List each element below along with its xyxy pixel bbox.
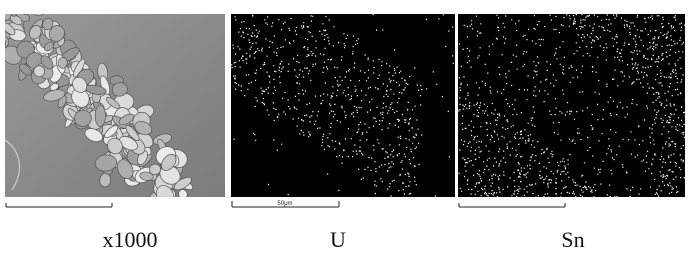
grain <box>9 14 23 26</box>
grain <box>111 82 128 97</box>
scale-bar <box>458 203 566 208</box>
grain <box>116 159 134 179</box>
grain <box>22 0 38 11</box>
grain <box>161 153 177 171</box>
grain <box>74 109 92 127</box>
grain <box>33 14 48 16</box>
grain <box>43 89 66 102</box>
grain <box>134 121 152 136</box>
grain <box>33 65 46 78</box>
grain <box>0 21 1 41</box>
grain <box>0 0 4 11</box>
grain <box>28 25 42 40</box>
panel-label: U <box>330 227 346 252</box>
grain <box>173 176 192 191</box>
u-map <box>231 14 455 197</box>
grain <box>44 41 55 52</box>
grain <box>5 34 6 55</box>
scale-text: 50μm <box>277 201 292 207</box>
grain <box>104 125 119 139</box>
grain <box>175 200 190 213</box>
panel-label: x1000 <box>103 227 158 252</box>
grain <box>0 20 4 32</box>
signal-dots <box>458 14 685 197</box>
grain <box>0 0 2 13</box>
grain <box>94 154 118 172</box>
map-background <box>231 14 455 197</box>
panel-label: Sn <box>561 227 584 252</box>
sn-map <box>458 14 685 197</box>
grain <box>99 75 111 95</box>
grain <box>40 55 54 70</box>
grain <box>5 14 14 21</box>
map-background <box>458 14 685 197</box>
grain <box>9 14 20 17</box>
grain <box>0 0 6 19</box>
grain <box>48 25 65 42</box>
grain <box>73 58 86 78</box>
grain <box>5 22 16 36</box>
grain <box>139 171 154 181</box>
grain <box>57 56 68 69</box>
grain <box>125 125 140 141</box>
grain <box>84 128 103 143</box>
sem-image <box>0 0 225 213</box>
scale-bars <box>5 201 566 208</box>
sem-edge <box>5 139 21 191</box>
grain <box>42 17 54 31</box>
grain <box>148 163 162 176</box>
grain <box>94 104 106 127</box>
grain <box>178 189 188 197</box>
grain <box>156 185 175 197</box>
grain <box>118 136 138 151</box>
grain <box>19 63 32 76</box>
grain <box>72 76 88 93</box>
scale-bar <box>5 203 113 208</box>
scale-bar <box>231 201 340 208</box>
grain <box>107 137 123 155</box>
grain <box>118 113 135 126</box>
